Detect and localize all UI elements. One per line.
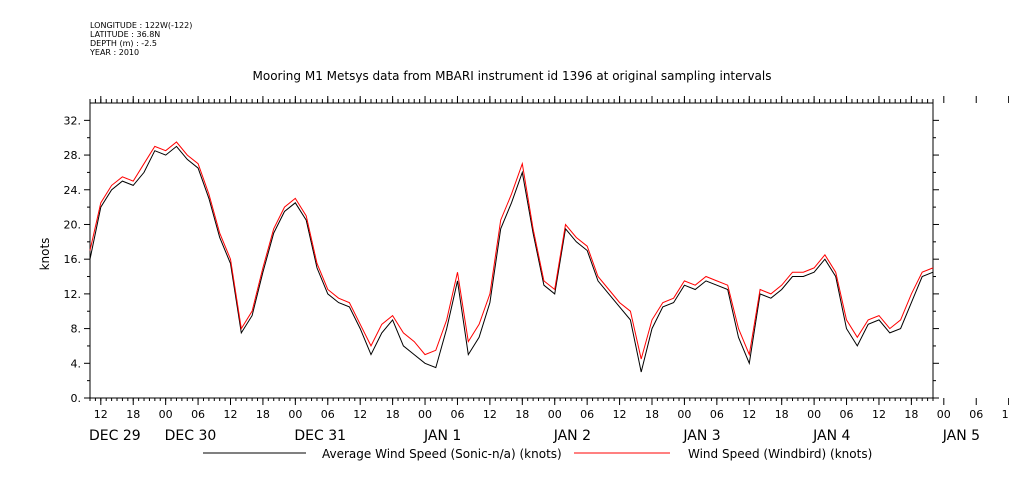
x-axis-ticks: 12 18 00 06 12 18 00 06 12 18 00 06 12 18 00 06 12 18 00 06… — [89, 96, 1009, 444]
x-date-label: DEC 30 — [165, 428, 217, 444]
x-hour-label: 00 — [548, 408, 562, 421]
x-hour-label: 00 — [288, 408, 302, 421]
x-hour-label: 00 — [937, 408, 951, 421]
x-hour-label: 12 — [872, 408, 886, 421]
x-date-label: JAN 5 — [942, 428, 980, 444]
y-axis-ticks: 0. 4. 8. 12. 16. 20. 24. 28. 32. — [64, 114, 939, 405]
legend-label: Wind Speed (Windbird) (knots) — [688, 447, 872, 461]
x-hour-label: 00 — [807, 408, 821, 421]
x-hour-label: 12 — [613, 408, 627, 421]
y-tick-label: 12. — [64, 288, 82, 301]
x-hour-label: 18 — [645, 408, 659, 421]
x-hour-label: 06 — [840, 408, 854, 421]
y-tick-label: 4. — [71, 357, 82, 370]
x-hour-label: 12 — [224, 408, 238, 421]
x-hour-label: 12 — [353, 408, 367, 421]
minor-ticks — [89, 99, 934, 401]
x-hour-label: 06 — [450, 408, 464, 421]
metadata-block: LONGITUDE : 122W(-122) LATITUDE : 36.8N … — [90, 21, 192, 57]
y-tick-label: 20. — [64, 218, 82, 231]
x-hour-label: 18 — [126, 408, 140, 421]
y-tick-label: 0. — [71, 392, 82, 405]
x-hour-label: 18 — [386, 408, 400, 421]
x-hour-label: 12 — [742, 408, 756, 421]
y-tick-label: 32. — [64, 114, 82, 127]
x-hour-label: 18 — [904, 408, 918, 421]
x-hour-label: 06 — [580, 408, 594, 421]
x-date-label: JAN 3 — [682, 428, 720, 444]
x-hour-label: 18 — [256, 408, 270, 421]
x-hour-label: 00 — [159, 408, 173, 421]
y-tick-label: 16. — [64, 253, 82, 266]
y-tick-label: 8. — [71, 323, 82, 336]
x-hour-label: 06 — [969, 408, 983, 421]
x-hour-label: 06 — [191, 408, 205, 421]
x-date-label: DEC 29 — [89, 428, 141, 444]
x-hour-label: 00 — [418, 408, 432, 421]
x-date-label: DEC 31 — [294, 428, 346, 444]
x-hour-label: 00 — [677, 408, 691, 421]
year-label: YEAR : 2010 — [90, 48, 140, 57]
depth-label: DEPTH (m) : -2.5 — [90, 39, 157, 48]
y-tick-label: 24. — [64, 184, 82, 197]
x-hour-label: 06 — [710, 408, 724, 421]
y-tick-label: 28. — [64, 149, 82, 162]
series-line — [89, 145, 934, 373]
series-line — [89, 141, 934, 360]
legend-label: Average Wind Speed (Sonic-n/a) (knots) — [322, 447, 562, 461]
longitude-label: LONGITUDE : 122W(-122) — [90, 21, 193, 30]
x-hour-label: 18 — [515, 408, 529, 421]
series-lines — [89, 141, 934, 373]
plot-frame — [89, 102, 934, 399]
y-axis-label: knots — [38, 238, 52, 271]
x-hour-label: 12 — [94, 408, 108, 421]
x-date-label: JAN 1 — [423, 428, 461, 444]
legend: Average Wind Speed (Sonic-n/a) (knots) Wi… — [203, 447, 872, 461]
x-hour-label: 06 — [321, 408, 335, 421]
x-hour-label: 18 — [775, 408, 789, 421]
latitude-label: LATITUDE : 36.8N — [90, 30, 161, 39]
chart-title: Mooring M1 Metsys data from MBARI instru… — [253, 69, 772, 83]
x-hour-label: 12 — [1002, 408, 1009, 421]
x-date-label: JAN 2 — [553, 428, 591, 444]
x-date-label: JAN 4 — [812, 428, 850, 444]
x-hour-label: 12 — [483, 408, 497, 421]
